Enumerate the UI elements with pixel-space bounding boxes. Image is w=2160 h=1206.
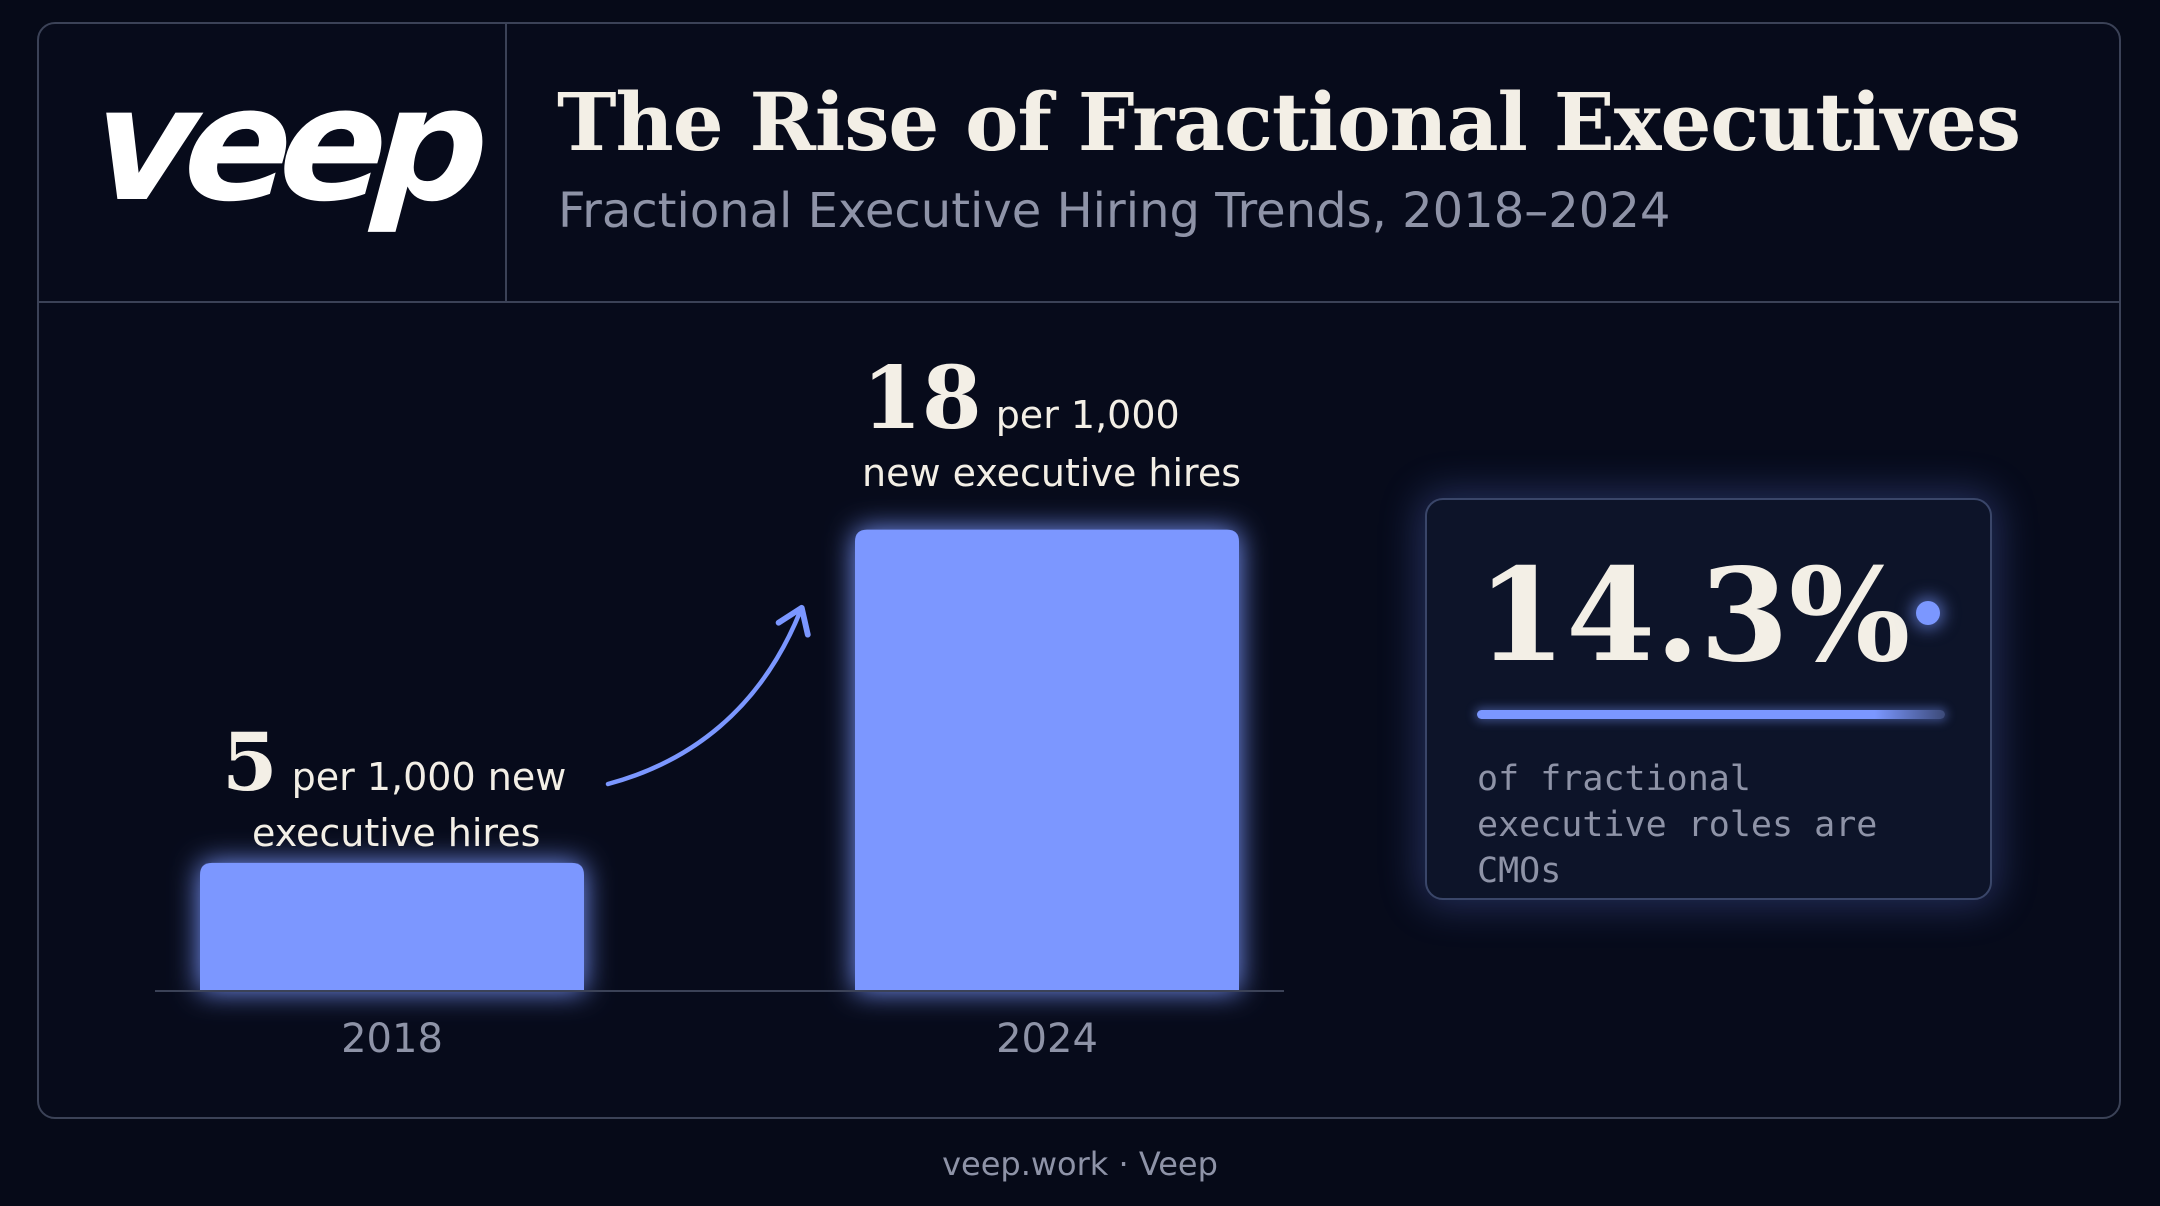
logo-divider — [505, 24, 507, 302]
x-tick-label-2024: 2024 — [996, 1016, 1098, 1062]
data-label-unit: per 1,000 — [995, 393, 1180, 437]
header-divider — [39, 301, 2119, 303]
data-label-unit: per 1,000 new — [291, 755, 567, 799]
data-label-value: 5 — [222, 715, 278, 809]
page-title: The Rise of Fractional Executives — [557, 75, 2021, 169]
page-subtitle: Fractional Executive Hiring Trends, 2018… — [558, 183, 1671, 239]
x-tick-label-2018: 2018 — [341, 1016, 443, 1062]
data-label-2024: 18 per 1,000 new executive hires — [862, 348, 1242, 495]
bar-2018 — [200, 862, 584, 991]
footer-credit: veep.work · Veep — [942, 1145, 1218, 1183]
cmo-stat-card: 14.3% of fractional executive roles are … — [1425, 498, 1992, 900]
data-label-value: 18 — [862, 348, 982, 449]
stat-description: of fractional executive roles are CMOs — [1477, 759, 1878, 891]
data-label-2018: 5 per 1,000 new executive hires — [222, 722, 566, 852]
bar-2024 — [855, 529, 1239, 991]
stat-dot-icon — [1916, 601, 1940, 625]
growth-arrow — [605, 604, 811, 787]
data-label-unit-line2: executive hires — [252, 811, 541, 855]
stat-value: 14.3% — [1477, 541, 1911, 691]
data-label-unit-line2: new executive hires — [862, 451, 1242, 495]
stat-underline-bar — [1477, 710, 1945, 719]
